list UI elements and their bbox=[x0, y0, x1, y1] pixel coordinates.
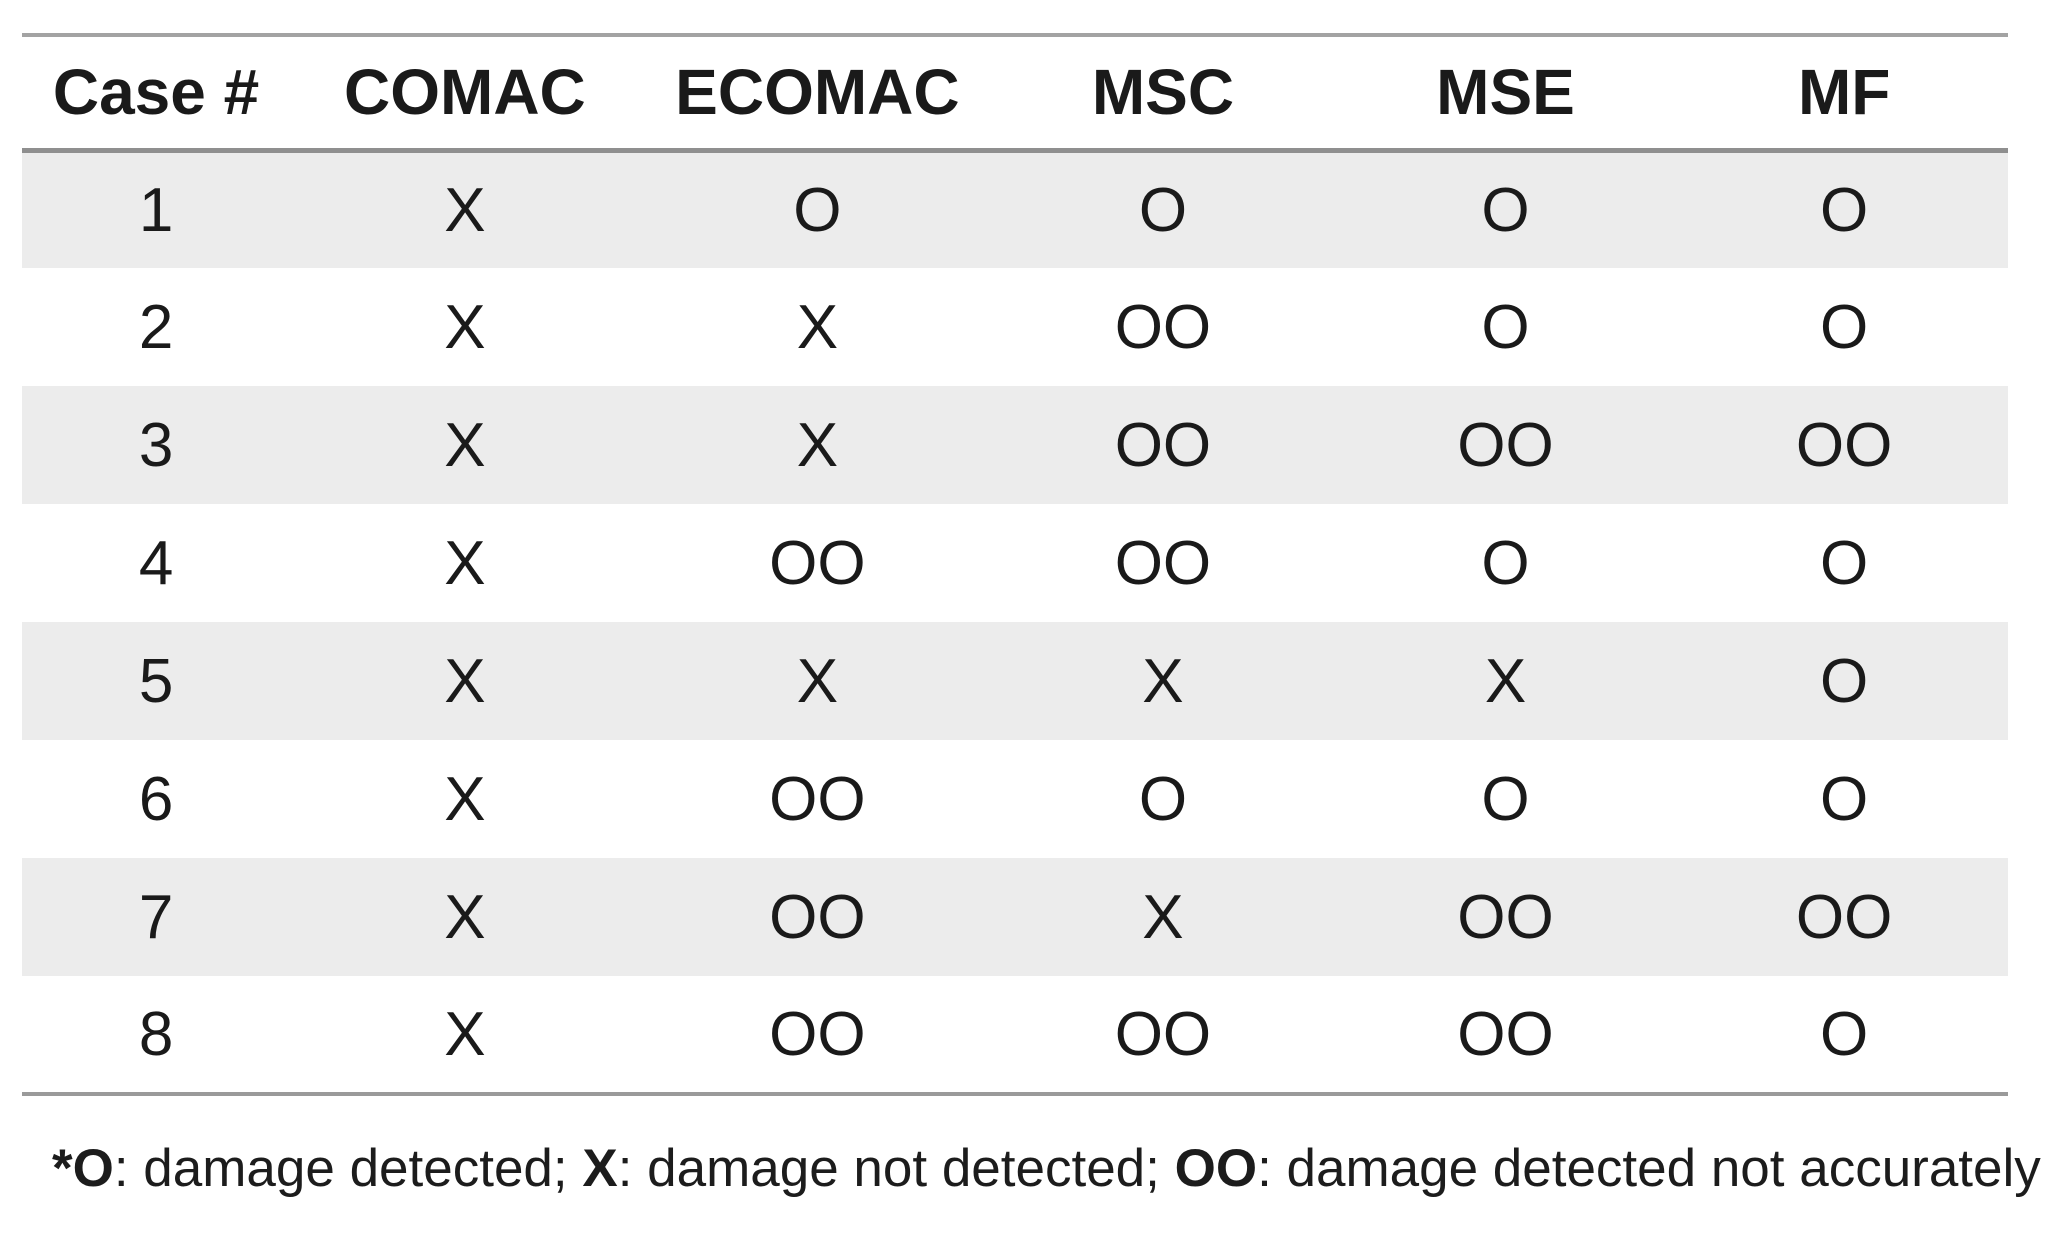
mse-cell: O bbox=[1481, 528, 1530, 598]
comac-cell: X bbox=[444, 175, 486, 245]
table-row: 6 X OO O O O bbox=[22, 740, 2008, 858]
mse-cell: OO bbox=[1457, 882, 1554, 952]
mse-cell: O bbox=[1481, 175, 1530, 245]
ecomac-cell: OO bbox=[769, 528, 866, 598]
ecomac-cell: X bbox=[796, 410, 839, 480]
column-header-mse: MSE bbox=[1436, 56, 1575, 129]
msc-cell: O bbox=[1138, 764, 1188, 834]
damage-detection-results-table: Case # COMAC ECOMAC MSC MSE MF 1 X O O O… bbox=[22, 33, 2008, 1096]
column-header-mf: MF bbox=[1797, 56, 1891, 129]
msc-cell: X bbox=[1142, 646, 1184, 716]
msc-cell: X bbox=[1142, 882, 1184, 952]
footnote-symbol-x: X bbox=[582, 1139, 618, 1198]
mse-cell: O bbox=[1481, 292, 1530, 362]
mf-cell: OO bbox=[1795, 410, 1893, 480]
footnote-symbol-oo: OO bbox=[1174, 1139, 1258, 1198]
comac-cell: X bbox=[444, 646, 486, 716]
table-row: 1 X O O O O bbox=[22, 150, 2008, 268]
ecomac-cell: OO bbox=[769, 764, 866, 834]
column-header-ecomac: ECOMAC bbox=[675, 56, 960, 129]
ecomac-cell: X bbox=[796, 292, 839, 362]
ecomac-cell: O bbox=[793, 175, 842, 245]
case-number-cell: 2 bbox=[138, 292, 174, 362]
table-row: 3 X X OO OO OO bbox=[22, 386, 2008, 504]
ecomac-cell: OO bbox=[769, 882, 866, 952]
header-row: Case # COMAC ECOMAC MSC MSE MF bbox=[22, 35, 2008, 150]
comac-cell: X bbox=[444, 882, 486, 952]
msc-cell: OO bbox=[1114, 528, 1212, 598]
mf-cell: O bbox=[1820, 292, 1869, 362]
comac-cell: X bbox=[444, 764, 486, 834]
msc-cell: O bbox=[1138, 175, 1188, 245]
mse-cell: OO bbox=[1457, 999, 1554, 1069]
mf-cell: O bbox=[1820, 764, 1869, 834]
case-number-cell: 5 bbox=[138, 646, 174, 716]
footnote-text: : damage detected; bbox=[113, 1139, 583, 1198]
comac-cell: X bbox=[444, 410, 486, 480]
case-number-cell: 6 bbox=[138, 764, 174, 834]
case-number-cell: 1 bbox=[138, 175, 174, 245]
mf-cell: OO bbox=[1795, 882, 1893, 952]
mse-cell: O bbox=[1481, 764, 1530, 834]
results-table-container: Case # COMAC ECOMAC MSC MSE MF 1 X O O O… bbox=[22, 33, 2008, 1096]
mse-cell: OO bbox=[1457, 410, 1554, 480]
msc-cell: OO bbox=[1114, 410, 1212, 480]
msc-cell: OO bbox=[1114, 292, 1212, 362]
case-number-cell: 8 bbox=[138, 999, 174, 1069]
comac-cell: X bbox=[444, 528, 486, 598]
comac-cell: X bbox=[444, 292, 486, 362]
footnote-symbol-o: *O bbox=[52, 1139, 114, 1198]
table-row: 4 X OO OO O O bbox=[22, 504, 2008, 622]
table-row: 7 X OO X OO OO bbox=[22, 858, 2008, 976]
column-header-case: Case # bbox=[52, 56, 260, 129]
mf-cell: O bbox=[1820, 646, 1869, 716]
table-footnote: *O: damage detected; X: damage not detec… bbox=[52, 1138, 2041, 1200]
table-row: 2 X X OO O O bbox=[22, 268, 2008, 386]
table-row: 8 X OO OO OO O bbox=[22, 976, 2008, 1094]
mf-cell: O bbox=[1820, 528, 1869, 598]
footnote-text: : damage detected not accurately bbox=[1257, 1139, 2041, 1198]
mf-cell: O bbox=[1820, 999, 1869, 1069]
msc-cell: OO bbox=[1114, 999, 1212, 1069]
case-number-cell: 3 bbox=[138, 410, 174, 480]
table-row: 5 X X X X O bbox=[22, 622, 2008, 740]
footnote-text: : damage not detected; bbox=[617, 1139, 1175, 1198]
column-header-msc: MSC bbox=[1091, 56, 1235, 129]
column-header-comac: COMAC bbox=[344, 56, 586, 129]
case-number-cell: 7 bbox=[138, 882, 174, 952]
mse-cell: X bbox=[1484, 646, 1527, 716]
mf-cell: O bbox=[1820, 175, 1869, 245]
ecomac-cell: X bbox=[796, 646, 839, 716]
ecomac-cell: OO bbox=[769, 999, 866, 1069]
case-number-cell: 4 bbox=[138, 528, 174, 598]
comac-cell: X bbox=[444, 999, 486, 1069]
